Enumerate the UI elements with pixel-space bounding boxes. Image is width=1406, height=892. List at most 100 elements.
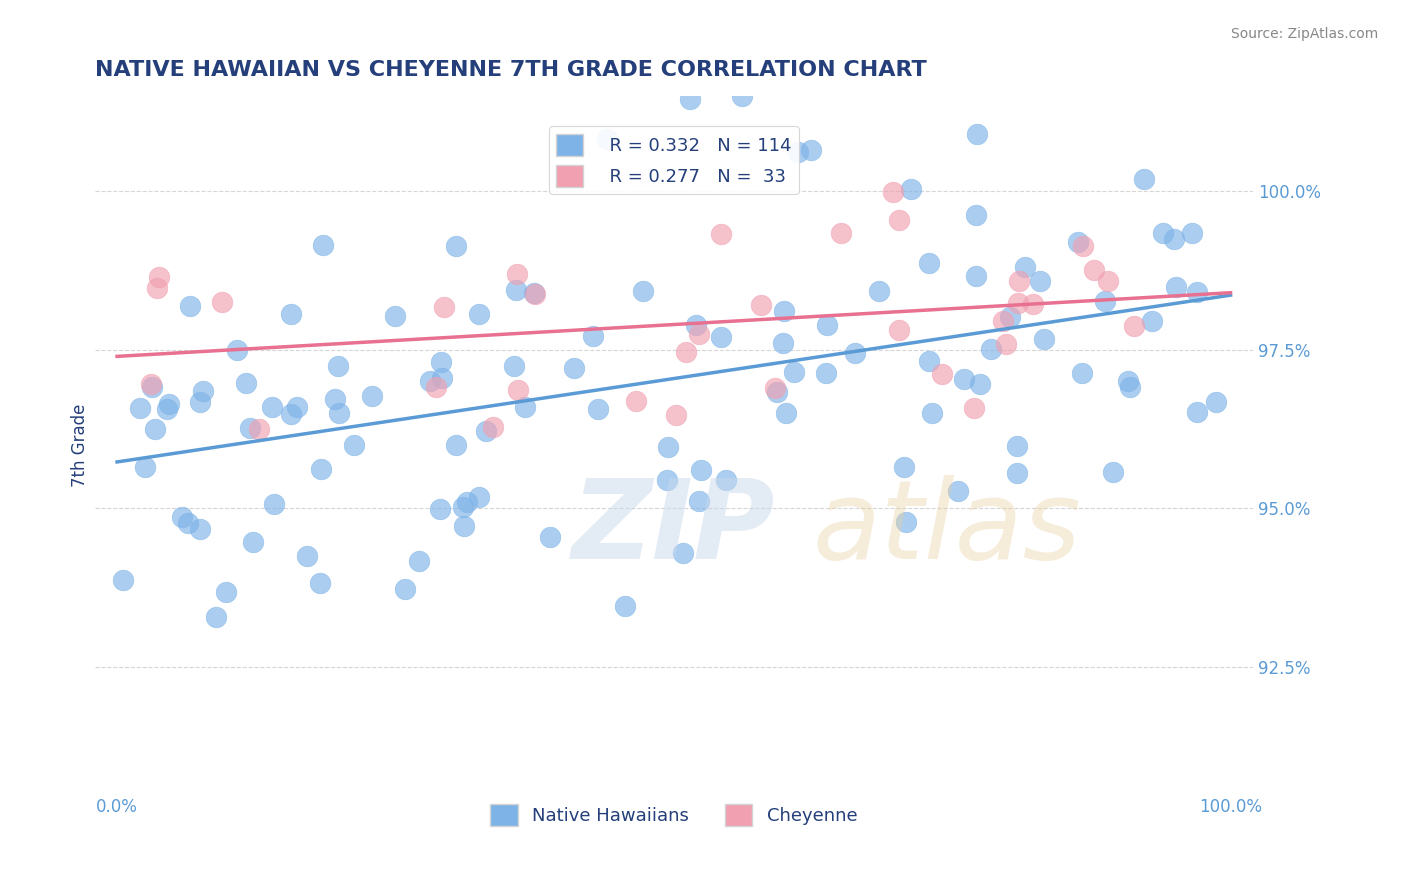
Point — [134, 459, 156, 474]
Point — [1094, 294, 1116, 309]
Point — [239, 421, 262, 435]
Point — [918, 256, 941, 270]
Point — [731, 89, 754, 103]
Point — [191, 384, 214, 398]
Point — [1070, 366, 1092, 380]
Point — [503, 359, 526, 373]
Point — [262, 400, 284, 414]
Point — [456, 494, 478, 508]
Text: NATIVE HAWAIIAN VS CHEYENNE 7TH GRADE CORRELATION CHART: NATIVE HAWAIIAN VS CHEYENNE 7TH GRADE CO… — [94, 60, 927, 79]
Point — [394, 582, 416, 596]
Point — [1000, 310, 1022, 324]
Point — [285, 400, 308, 414]
Point — [969, 376, 991, 391]
Point — [524, 286, 547, 301]
Point — [263, 497, 285, 511]
Point — [446, 239, 468, 253]
Point — [1005, 466, 1028, 480]
Point — [965, 268, 987, 283]
Point — [1007, 296, 1029, 310]
Point — [672, 546, 695, 560]
Point — [433, 300, 456, 314]
Point — [1163, 232, 1185, 246]
Point — [772, 303, 794, 318]
Point — [690, 463, 713, 477]
Point — [444, 438, 467, 452]
Legend: Native Hawaiians, Cheyenne: Native Hawaiians, Cheyenne — [484, 797, 865, 833]
Point — [562, 361, 585, 376]
Point — [235, 376, 257, 390]
Point — [1116, 374, 1139, 388]
Point — [506, 267, 529, 281]
Point — [596, 132, 619, 146]
Point — [1029, 273, 1052, 287]
Point — [624, 394, 647, 409]
Point — [844, 346, 866, 360]
Point — [1005, 439, 1028, 453]
Point — [1022, 296, 1045, 310]
Point — [247, 422, 270, 436]
Point — [226, 343, 249, 357]
Point — [179, 299, 201, 313]
Point — [900, 182, 922, 196]
Point — [931, 367, 953, 381]
Point — [980, 342, 1002, 356]
Point — [868, 285, 890, 299]
Point — [1152, 227, 1174, 241]
Point — [657, 440, 679, 454]
Point — [675, 345, 697, 359]
Point — [328, 359, 350, 373]
Point — [887, 323, 910, 337]
Point — [204, 609, 226, 624]
Point — [710, 329, 733, 343]
Point — [1118, 380, 1140, 394]
Point — [523, 285, 546, 300]
Point — [360, 389, 382, 403]
Point — [311, 462, 333, 476]
Point — [538, 530, 561, 544]
Point — [280, 407, 302, 421]
Point — [312, 237, 335, 252]
Point — [468, 490, 491, 504]
Point — [1181, 226, 1204, 240]
Point — [685, 318, 707, 332]
Point — [953, 372, 976, 386]
Point — [688, 327, 710, 342]
Point — [918, 354, 941, 368]
Point — [342, 437, 364, 451]
Point — [921, 406, 943, 420]
Point — [1185, 404, 1208, 418]
Point — [148, 269, 170, 284]
Point — [432, 371, 454, 385]
Point — [1008, 274, 1031, 288]
Point — [1102, 465, 1125, 479]
Point — [328, 406, 350, 420]
Point — [882, 186, 904, 200]
Point — [323, 392, 346, 406]
Text: Source: ZipAtlas.com: Source: ZipAtlas.com — [1230, 27, 1378, 41]
Point — [814, 366, 837, 380]
Point — [429, 501, 451, 516]
Point — [139, 377, 162, 392]
Point — [308, 576, 330, 591]
Point — [787, 145, 810, 160]
Point — [582, 328, 605, 343]
Point — [112, 573, 135, 587]
Point — [508, 384, 530, 398]
Point — [188, 394, 211, 409]
Point — [688, 493, 710, 508]
Point — [482, 419, 505, 434]
Point — [1185, 285, 1208, 300]
Point — [893, 459, 915, 474]
Point — [889, 212, 911, 227]
Point — [280, 308, 302, 322]
Point — [948, 484, 970, 499]
Point — [1067, 235, 1090, 249]
Point — [1071, 238, 1094, 252]
Point — [1142, 313, 1164, 327]
Point — [1205, 394, 1227, 409]
Point — [894, 515, 917, 529]
Point — [453, 519, 475, 533]
Point — [1164, 280, 1187, 294]
Point — [763, 381, 786, 395]
